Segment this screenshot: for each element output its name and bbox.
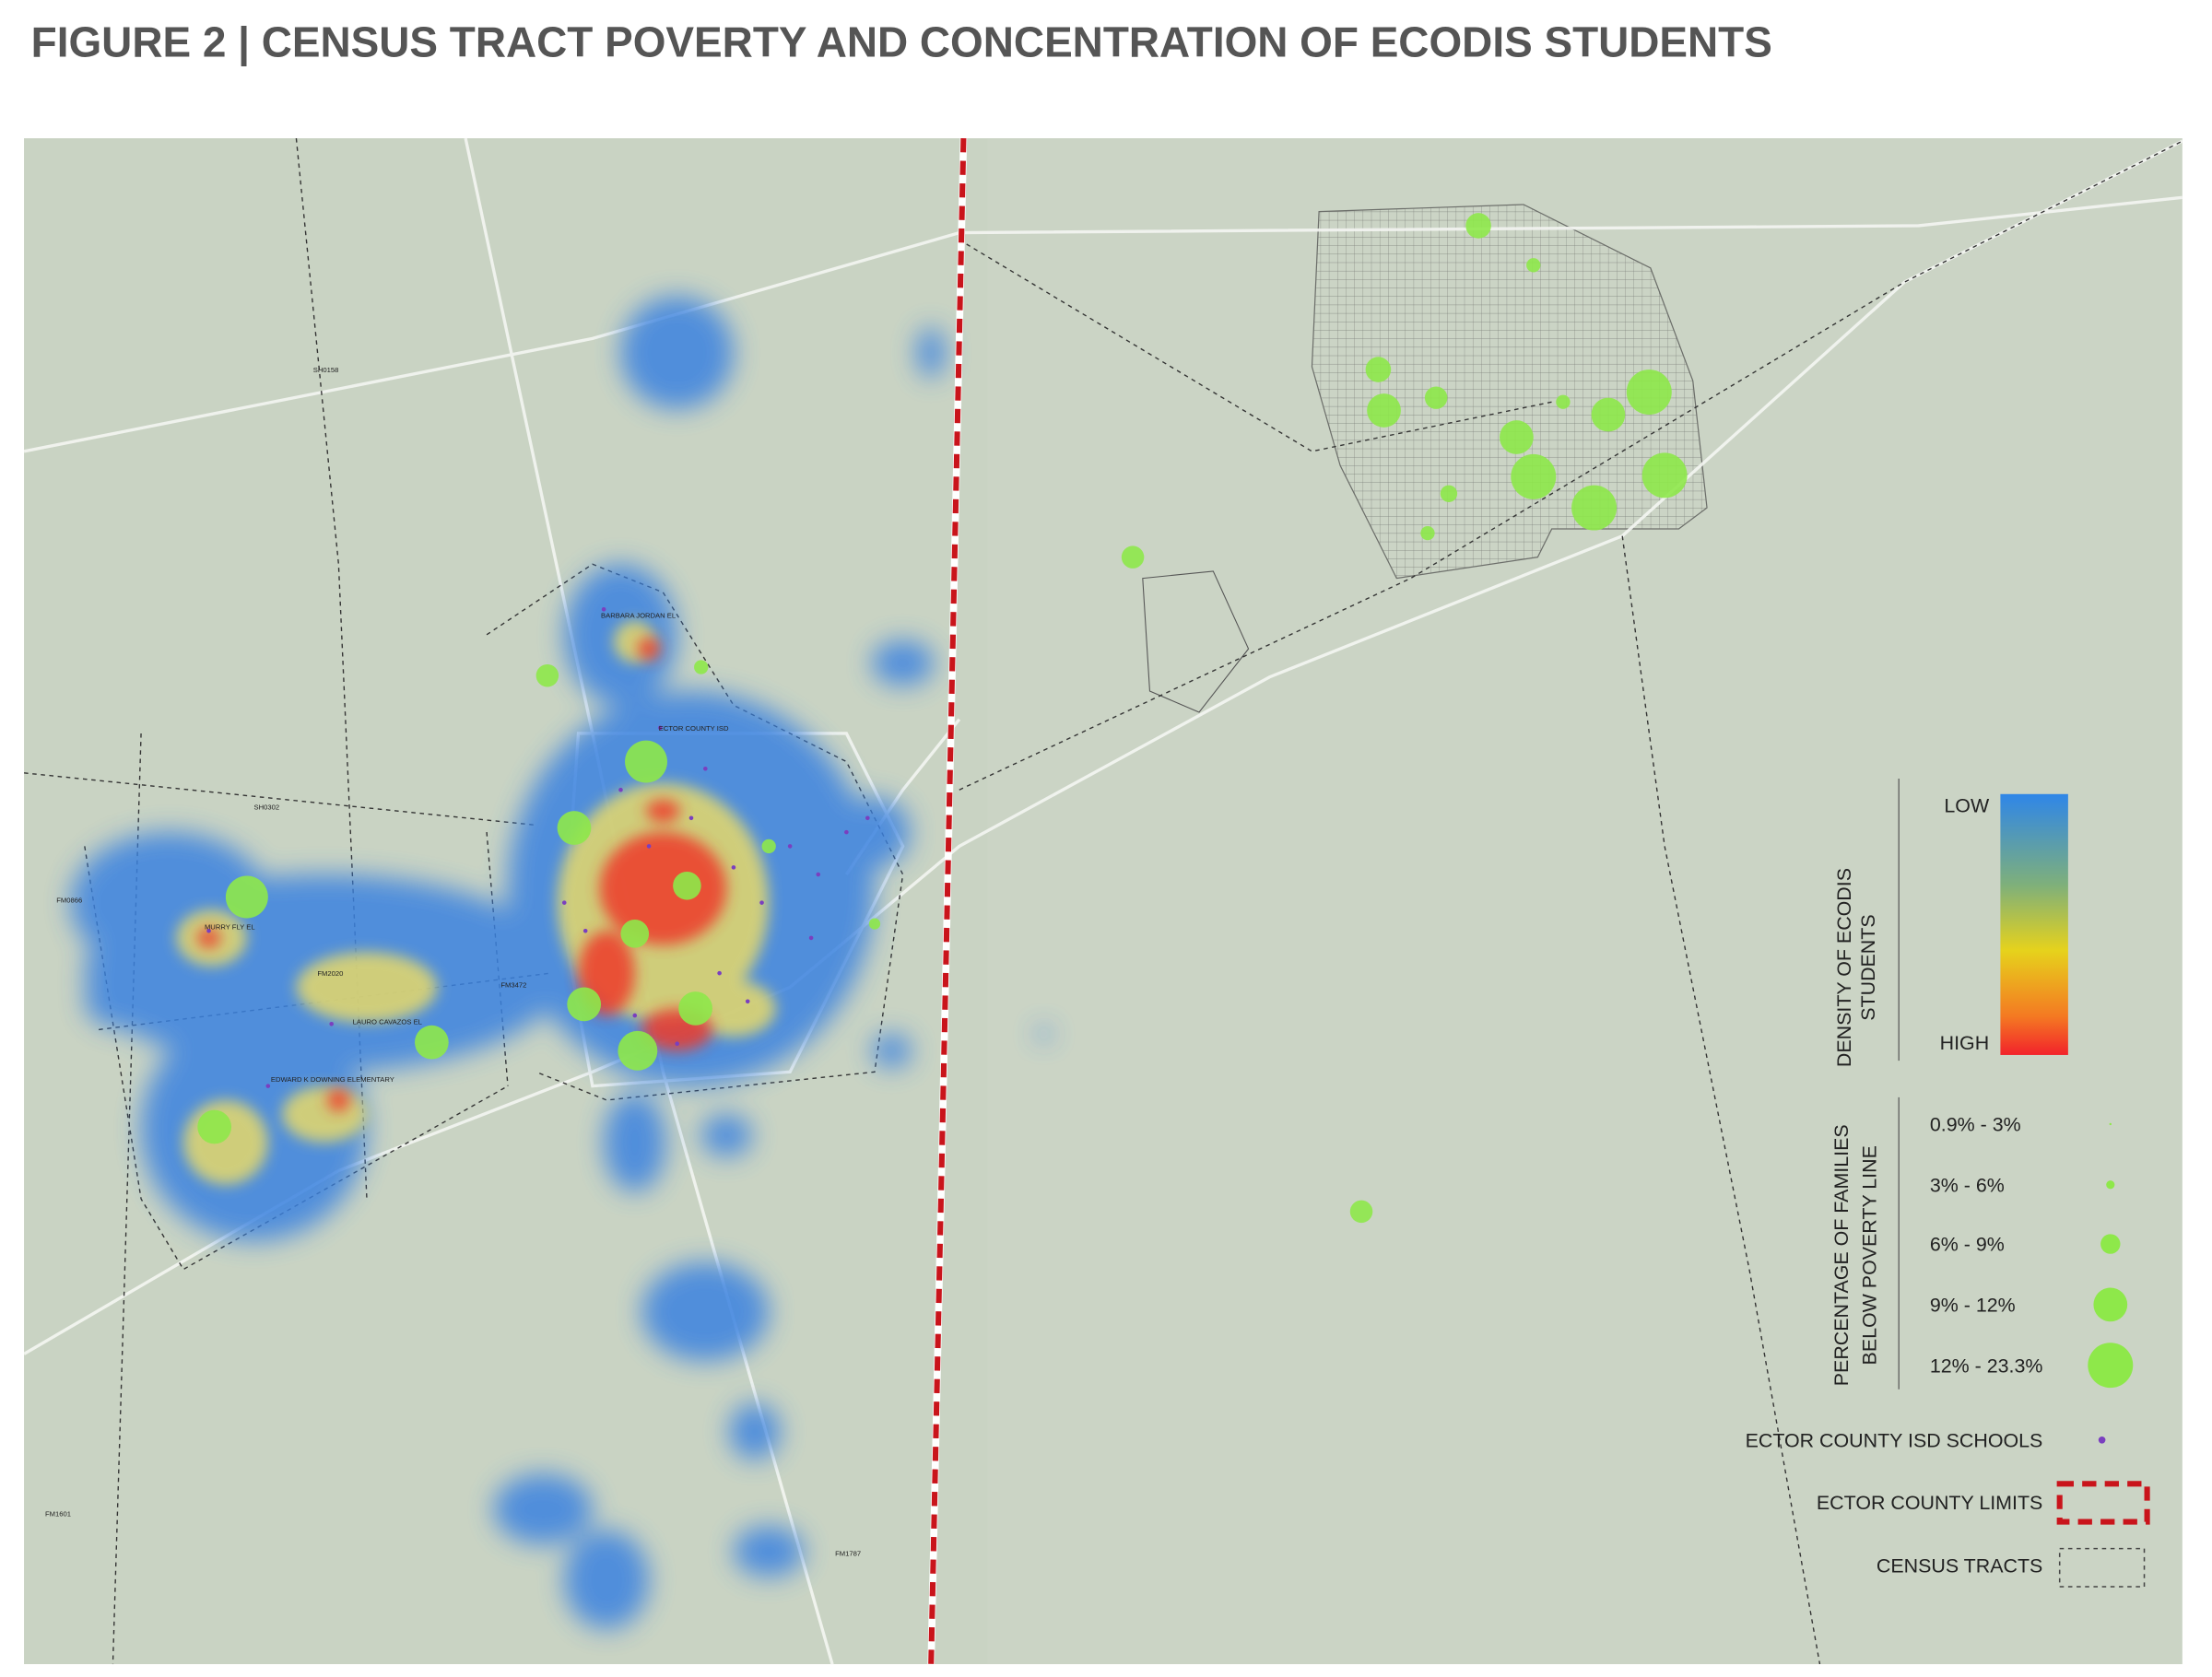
poverty-circle [1591,397,1626,432]
poverty-circle [620,920,650,948]
school [646,844,652,849]
density-ramp [2000,793,2068,1055]
road-label: FM1601 [45,1509,71,1518]
poverty-circle [625,740,667,783]
school [675,1041,679,1046]
poverty-circle [415,1025,449,1060]
poverty-circle [1465,213,1491,239]
poverty-circle [1511,453,1557,499]
school-label: ECTOR COUNTY ISD [659,724,729,733]
poverty-circle [1626,369,1672,416]
school [717,970,722,976]
poverty-circle [694,660,709,674]
map: SH0158 SH0302 FM0866 FM2020 FM3472 FM178… [24,138,2183,1665]
school [206,928,211,933]
school-label: BARBARA JORDAN EL [601,611,676,619]
poverty-circle [1365,357,1392,382]
poverty-circle [1349,1200,1373,1224]
school [745,999,750,1004]
school [787,844,793,849]
poverty-circle [618,1030,658,1071]
school-label: LAURO CAVAZOS EL [353,1017,422,1026]
poverty-circle [761,838,776,854]
school [844,829,849,835]
poverty-circle [1420,525,1435,541]
school [703,766,708,771]
midland-streets [1311,204,1708,580]
poverty-class-label: 3% - 6% [1930,1174,2005,1196]
school [265,1084,271,1088]
poverty-circle [1440,485,1458,502]
county-line [928,138,967,1665]
poverty-class-symbol [2088,1343,2134,1389]
school [865,815,870,821]
poverty-circles [197,213,1688,1224]
school [561,900,567,905]
title: FIGURE 2 | CENSUS TRACT POVERTY AND CONC… [31,18,1772,65]
poverty-class-label: 6% - 9% [1930,1234,2005,1256]
county-label: ECTOR COUNTY LIMITS [1817,1492,2042,1514]
poverty-circle [673,871,701,900]
school [731,865,736,870]
schools-symbol [2098,1436,2106,1444]
poverty-title: PERCENTAGE OF FAMILIES BELOW POVERTY LINE [1830,1124,1881,1386]
road-label: SH0302 [254,803,280,812]
road-label: FM0866 [56,897,82,905]
schools-label: ECTOR COUNTY ISD SCHOOLS [1746,1429,2043,1451]
streets [1142,570,1250,713]
poverty-circle [567,987,602,1022]
map-labels: SH0158 SH0302 FM0866 FM2020 FM3472 FM178… [45,366,861,1557]
poverty-circle [1556,394,1571,409]
poverty-class-label: 0.9% - 3% [1930,1114,2021,1136]
poverty-circle [1367,393,1401,428]
poverty-class-symbol [2106,1180,2115,1190]
road-label: SH0158 [313,366,339,374]
poverty-legend: 0.9% - 3% 3% - 6% 6% - 9% 9% - 12% 12% - 23.… [1930,1114,2134,1389]
poverty-circle [868,918,881,930]
poverty-class-symbol [2109,1122,2112,1126]
density-title: DENSITY OF ECODIS STUDENTS [1833,868,1879,1067]
poverty-circle [535,663,559,687]
school [816,872,821,877]
poverty-class-symbol [2100,1234,2121,1254]
legend-high: HIGH [1940,1032,1990,1054]
road-label: FM1787 [835,1549,861,1557]
county-symbol [2056,1481,2150,1525]
poverty-circle [1526,258,1541,273]
school [601,606,606,612]
poverty-circle [1500,420,1534,454]
tracts-label: CENSUS TRACTS [1877,1555,2042,1577]
poverty-circle [1571,485,1618,531]
school [688,815,694,821]
school [329,1021,334,1026]
poverty-class-symbol [2093,1287,2128,1322]
road-label: FM2020 [317,969,343,978]
school [618,787,623,792]
schools [206,606,870,1088]
poverty-circle [557,811,592,845]
school-label: EDWARD K DOWNING ELEMENTARY [271,1075,394,1084]
poverty-circle [1424,386,1448,409]
tracts-symbol [2058,1547,2146,1588]
school [658,725,663,731]
legend: DENSITY OF ECODIS STUDENTS LOW HIGH PERCE… [1746,778,2150,1588]
poverty-circle [1641,452,1688,498]
legend-low: LOW [1944,795,1990,817]
road-label: FM3472 [500,980,526,989]
school [582,928,588,933]
density-high [197,637,727,1112]
poverty-circle [197,1109,232,1144]
school [808,935,814,941]
poverty-circle [678,991,712,1026]
poverty-circle [225,875,268,919]
school [759,900,764,905]
poverty-class-label: 9% - 12% [1930,1295,2016,1317]
school [632,1013,638,1018]
poverty-class-label: 12% - 23.3% [1930,1354,2043,1377]
poverty-circle [1121,545,1145,569]
school-label: MURRY FLY EL [205,923,255,932]
